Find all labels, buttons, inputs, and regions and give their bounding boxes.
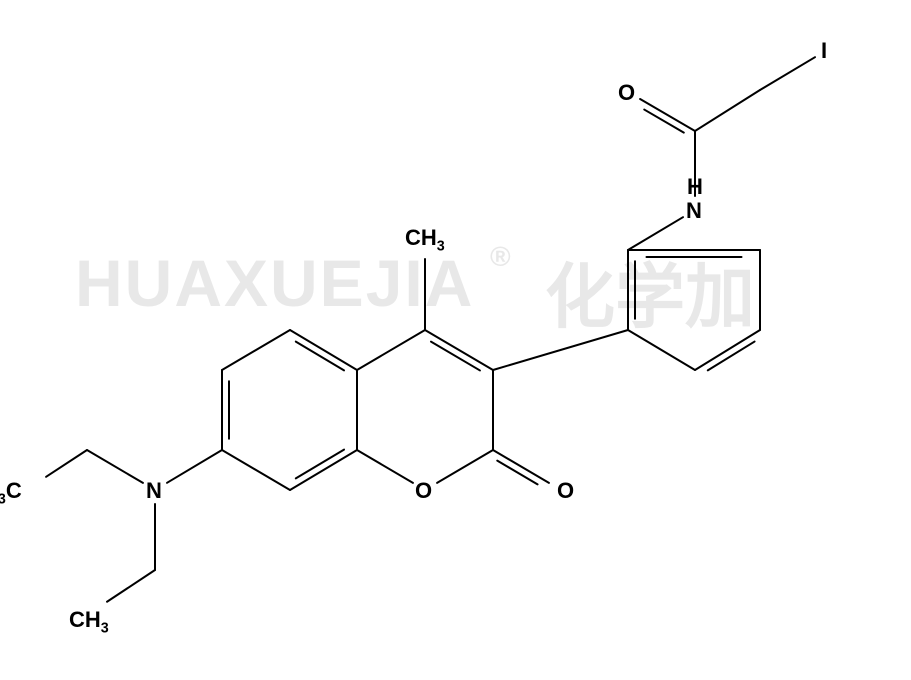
- atom-label: H3C: [0, 478, 22, 507]
- atom-label: H: [687, 174, 703, 200]
- molecule-canvas: { "image": { "width_px": 911, "height_px…: [0, 0, 911, 680]
- bond-layer: [0, 0, 911, 680]
- atom-label: I: [821, 38, 827, 64]
- atom-label: CH3: [69, 607, 109, 636]
- atom-label: N: [146, 478, 162, 504]
- atom-label: N: [686, 198, 702, 224]
- atom-label: CH3: [405, 225, 445, 254]
- atom-label: O: [557, 478, 574, 504]
- atom-label: O: [415, 478, 432, 504]
- atom-label: O: [618, 80, 635, 106]
